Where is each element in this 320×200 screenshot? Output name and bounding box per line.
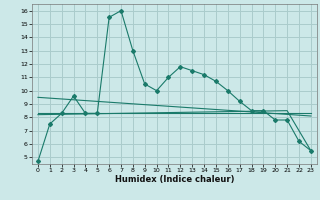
X-axis label: Humidex (Indice chaleur): Humidex (Indice chaleur): [115, 175, 234, 184]
